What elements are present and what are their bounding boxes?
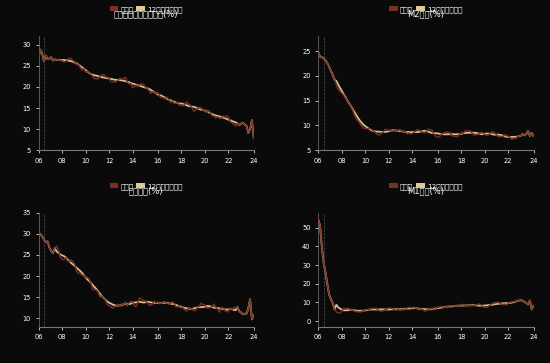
Title: 社会融资规模存量增速(%): 社会融资规模存量增速(%): [114, 10, 178, 19]
Legend: 当月值, 12个月移动平均: 当月值, 12个月移动平均: [107, 4, 185, 16]
Title: M2增速(%): M2增速(%): [408, 10, 444, 19]
Title: M1增速(%): M1增速(%): [408, 186, 444, 195]
Legend: 当月值, 12个月移动平均: 当月值, 12个月移动平均: [387, 4, 465, 16]
Title: 贷款增速(%): 贷款增速(%): [129, 186, 163, 195]
Legend: 当月值, 12个月移动平均: 当月值, 12个月移动平均: [107, 180, 185, 192]
Legend: 当月值, 12个月移动平均: 当月值, 12个月移动平均: [387, 180, 465, 192]
